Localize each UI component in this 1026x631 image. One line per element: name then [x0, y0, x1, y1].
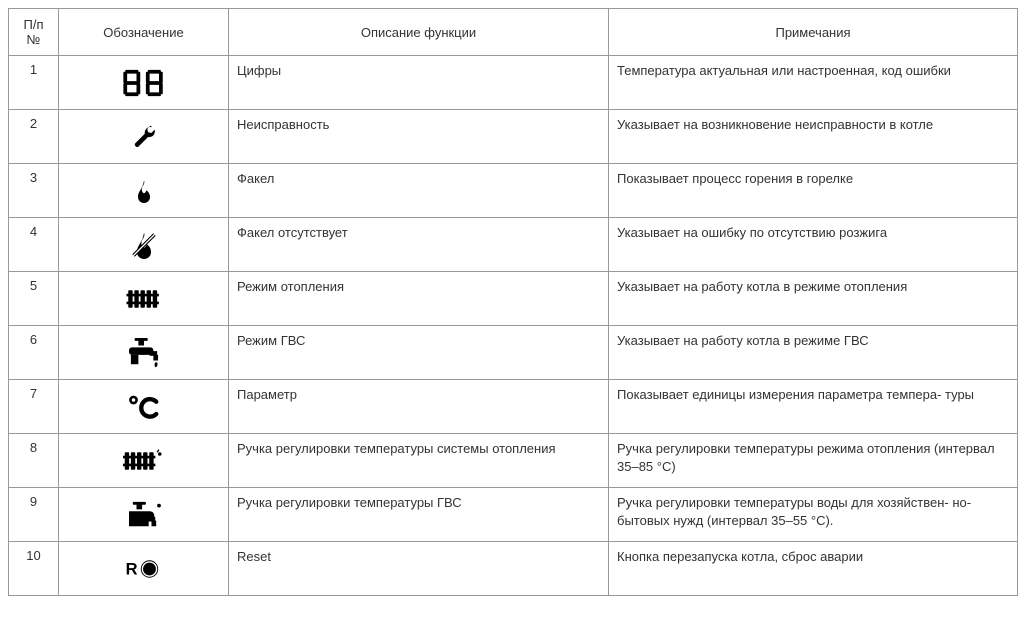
reset-icon: [59, 542, 229, 596]
table-header-row: П/п № Обозначение Описание функции Приме…: [9, 9, 1018, 56]
flame-crossed-icon: [59, 218, 229, 272]
table-row: 10 ResetКнопка перезапуска котла, сброс а…: [9, 542, 1018, 596]
row-description: Ручка регулировки температуры ГВС: [229, 488, 609, 542]
row-description: Режим отопления: [229, 272, 609, 326]
radiator-icon: [59, 272, 229, 326]
row-number: 8: [9, 434, 59, 488]
row-description: Параметр: [229, 380, 609, 434]
table-row: 8 Ручка регулировки температуры системы о…: [9, 434, 1018, 488]
row-note: Ручка регулировки температуры режима ото…: [609, 434, 1018, 488]
row-description: Reset: [229, 542, 609, 596]
tap-icon: [59, 326, 229, 380]
table-row: 3 ФакелПоказывает процесс горения в горел…: [9, 164, 1018, 218]
row-note: Указывает на ошибку по отсутствию розжиг…: [609, 218, 1018, 272]
header-note: Примечания: [609, 9, 1018, 56]
flame-icon: [59, 164, 229, 218]
row-note: Показывает единицы измерения параметра т…: [609, 380, 1018, 434]
table-row: 7 ПараметрПоказывает единицы измерения па…: [9, 380, 1018, 434]
row-number: 3: [9, 164, 59, 218]
row-description: Ручка регулировки температуры системы от…: [229, 434, 609, 488]
row-description: Режим ГВС: [229, 326, 609, 380]
table-row: 4 Факел отсутствуетУказывает на ошибку по…: [9, 218, 1018, 272]
row-note: Указывает на работу котла в режиме ГВС: [609, 326, 1018, 380]
row-description: Неисправность: [229, 110, 609, 164]
row-note: Показывает процесс горения в горелке: [609, 164, 1018, 218]
table-row: 2 НеисправностьУказывает на возникновение…: [9, 110, 1018, 164]
celsius-icon: [59, 380, 229, 434]
header-num: П/п №: [9, 9, 59, 56]
wrench-icon: [59, 110, 229, 164]
table-row: 5 Режим отопленияУказывает на работу котл…: [9, 272, 1018, 326]
symbols-table: П/п № Обозначение Описание функции Приме…: [8, 8, 1018, 596]
table-row: 1 ЦифрыТемпература актуальная или настрое…: [9, 56, 1018, 110]
row-number: 7: [9, 380, 59, 434]
row-note: Кнопка перезапуска котла, сброс аварии: [609, 542, 1018, 596]
row-note: Температура актуальная или настроенная, …: [609, 56, 1018, 110]
row-note: Указывает на работу котла в режиме отопл…: [609, 272, 1018, 326]
row-number: 4: [9, 218, 59, 272]
row-number: 10: [9, 542, 59, 596]
table-row: 6 Режим ГВСУказывает на работу котла в ре…: [9, 326, 1018, 380]
row-description: Факел отсутствует: [229, 218, 609, 272]
table-row: 9 Ручка регулировки температуры ГВСРучка …: [9, 488, 1018, 542]
row-number: 1: [9, 56, 59, 110]
row-note: Ручка регулировки температуры воды для х…: [609, 488, 1018, 542]
row-note: Указывает на возникновение неисправности…: [609, 110, 1018, 164]
header-desc: Описание функции: [229, 9, 609, 56]
header-icon: Обозначение: [59, 9, 229, 56]
row-description: Цифры: [229, 56, 609, 110]
tap-knob-icon: [59, 488, 229, 542]
row-description: Факел: [229, 164, 609, 218]
row-number: 9: [9, 488, 59, 542]
digits-88-icon: [59, 56, 229, 110]
row-number: 2: [9, 110, 59, 164]
row-number: 6: [9, 326, 59, 380]
radiator-knob-icon: [59, 434, 229, 488]
row-number: 5: [9, 272, 59, 326]
